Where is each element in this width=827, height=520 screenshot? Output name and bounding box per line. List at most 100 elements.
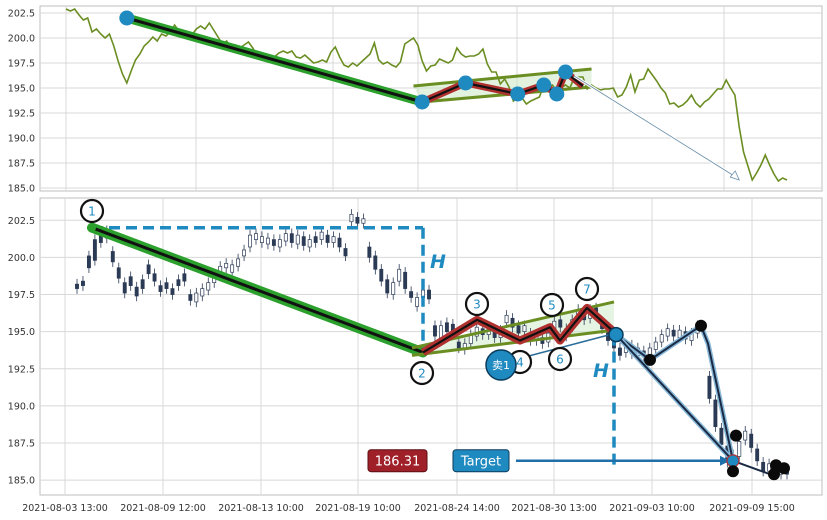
x-tick-label: 2021-08-09 12:00	[120, 503, 206, 514]
bottom-y-tick-label: 187.5	[8, 439, 35, 450]
pivot-number-circle	[79, 198, 105, 224]
candle-body	[743, 430, 748, 441]
candle-body	[230, 264, 235, 273]
top-y-tick-label: 200.0	[8, 34, 35, 45]
candle-body	[283, 233, 288, 242]
pivot-number-label: 6	[556, 353, 564, 367]
candle-body	[671, 329, 676, 337]
candle-body	[510, 317, 515, 328]
candle-body	[427, 289, 431, 300]
candle-body	[504, 314, 509, 324]
bottom-y-tick-label: 190.0	[8, 401, 35, 412]
pivot-number-circle	[574, 276, 600, 302]
target-badge	[452, 449, 510, 473]
candle-body	[516, 325, 521, 334]
candle-body	[128, 276, 133, 286]
top-y-tick-label: 195.0	[8, 84, 35, 95]
candle-body	[707, 375, 712, 399]
bottom-trend-inner	[91, 226, 424, 354]
candle-body	[313, 236, 318, 243]
top-y-tick-label: 197.5	[8, 59, 35, 70]
candle-body	[152, 273, 157, 282]
bottom-y-tick-label: 202.5	[8, 216, 35, 227]
candle-body	[456, 341, 461, 349]
candle-body	[385, 279, 390, 294]
sell-marker-label: 卖1	[492, 359, 510, 372]
top-pattern-point	[549, 86, 565, 102]
candle-body	[158, 285, 163, 292]
target-arrow-head	[720, 455, 730, 466]
candle-body	[719, 427, 724, 445]
candle-body	[349, 213, 354, 223]
candle-body	[379, 268, 384, 282]
top-y-tick-label: 190.0	[8, 134, 35, 145]
candle-body	[260, 236, 264, 243]
bottom-y-tick-label: 192.5	[8, 364, 35, 375]
top-target-arrow-edge	[573, 75, 735, 177]
bottom-y-tick-label: 200.0	[8, 253, 35, 264]
bottom-y-tick-label: 195.0	[8, 327, 35, 338]
candle-body	[164, 282, 169, 289]
black-pivot-point	[778, 462, 790, 475]
top-trend-line-inner	[126, 16, 423, 104]
price-badge	[367, 449, 428, 473]
candle-body	[277, 239, 282, 248]
candle-body	[325, 234, 330, 243]
candle-body	[343, 248, 348, 257]
candle-body	[558, 319, 563, 328]
candle-body	[146, 264, 151, 275]
x-tick-label: 2021-08-24 14:00	[414, 503, 500, 514]
candle-body	[659, 334, 664, 343]
candle-body	[176, 279, 181, 286]
candle-body	[761, 461, 766, 472]
bottom-zigzag-inner	[422, 306, 613, 354]
candle-body	[665, 328, 670, 337]
candle-body	[522, 325, 527, 332]
pivot-number-label: 1	[88, 205, 96, 219]
candle-body	[415, 297, 420, 307]
top-pattern-point	[510, 86, 526, 102]
candle-body	[307, 239, 312, 248]
candle-body	[403, 271, 408, 289]
direct-target-line	[615, 333, 734, 462]
candle-body	[182, 273, 187, 282]
candle-body	[224, 262, 229, 269]
candle-body	[254, 233, 258, 240]
candle-body	[433, 325, 437, 337]
candle-body	[206, 282, 211, 291]
candle-body	[653, 341, 658, 350]
top-y-tick-label: 187.5	[8, 159, 35, 170]
pivot-number-circle	[547, 346, 573, 372]
bottom-flag-lower	[411, 328, 615, 357]
top-pattern-point	[414, 94, 430, 110]
pivot-number-label: 7	[583, 283, 591, 297]
black-pivot-point	[730, 429, 742, 442]
candle-body	[86, 255, 91, 269]
candle-body	[355, 216, 360, 224]
candle-body	[110, 251, 115, 263]
candle-body	[242, 249, 247, 257]
candle-body	[236, 258, 241, 267]
pivot-number-label: 3	[473, 298, 481, 312]
candle-body	[116, 267, 121, 279]
height-label: H	[430, 251, 446, 273]
candle-body	[367, 246, 372, 258]
top-pattern-point	[119, 10, 135, 26]
candle-body	[289, 233, 294, 243]
sell-marker	[485, 349, 517, 381]
candle-body	[737, 441, 742, 457]
bottom-flag-fill	[412, 301, 614, 356]
x-tick-label: 2021-08-13 10:00	[218, 503, 304, 514]
candle-body	[81, 280, 85, 286]
top-y-tick-label: 185.0	[8, 184, 35, 195]
black-pivot-point	[768, 468, 780, 481]
candle-body	[409, 291, 414, 298]
pivot-number-label: 2	[418, 367, 426, 381]
top-pattern-point	[458, 75, 474, 91]
x-tick-label: 2021-09-03 10:00	[609, 503, 695, 514]
pivot-number-circle	[409, 360, 435, 386]
bottom-y-tick-label: 185.0	[8, 476, 35, 487]
candle-body	[397, 268, 402, 282]
candle-body	[122, 282, 127, 294]
